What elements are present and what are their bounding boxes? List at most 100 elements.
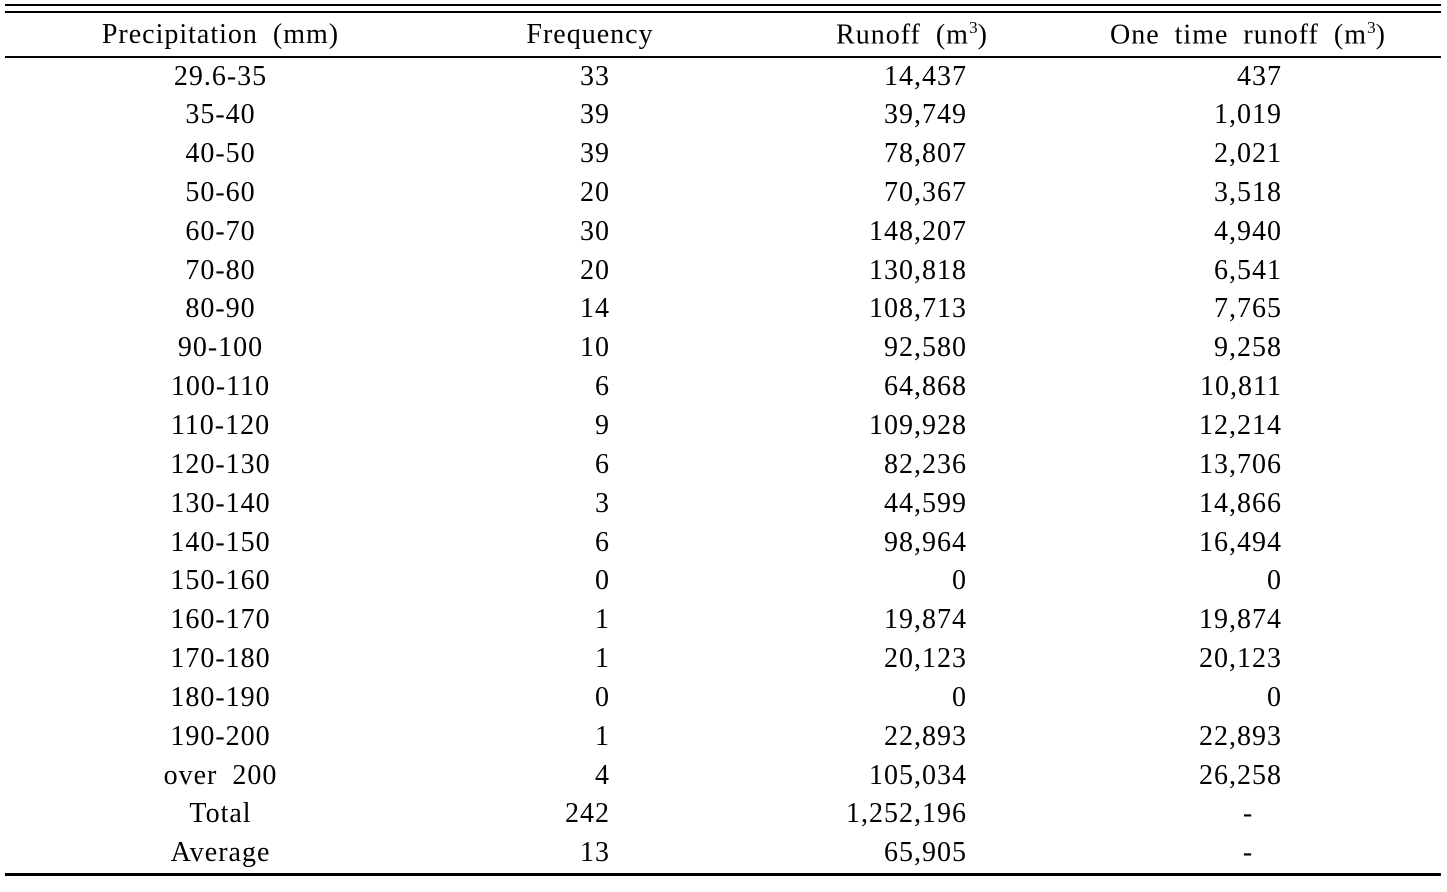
table-row: 150-160 0 0 0 bbox=[5, 562, 1441, 601]
table-row: 29.6-35 33 14,437 437 bbox=[5, 57, 1441, 96]
column-header-one-time-runoff-label: One time runoff (m bbox=[1110, 19, 1367, 51]
table-row: 90-100 10 92,580 9,258 bbox=[5, 329, 1441, 368]
table-row: 180-190 0 0 0 bbox=[5, 679, 1441, 718]
cell-runoff: 0 bbox=[952, 681, 967, 713]
cell-frequency: 6 bbox=[595, 371, 610, 403]
cell-one-time-runoff: 0 bbox=[1267, 565, 1282, 597]
cell-runoff: 39,749 bbox=[884, 99, 967, 131]
cell-one-time-runoff: 12,214 bbox=[1199, 410, 1282, 442]
cell-one-time-runoff: 9,258 bbox=[1214, 332, 1282, 364]
cell-one-time-runoff: 14,866 bbox=[1199, 487, 1282, 519]
cell-frequency: 0 bbox=[595, 565, 610, 597]
cell-precipitation: 40-50 bbox=[185, 138, 256, 170]
cell-precipitation: 100-110 bbox=[170, 371, 271, 403]
data-table: Precipitation (mm) Frequency Runoff (m3)… bbox=[5, 13, 1441, 873]
cell-frequency: 39 bbox=[580, 99, 610, 131]
cell-one-time-runoff: 19,874 bbox=[1199, 604, 1282, 636]
cell-frequency: 1 bbox=[595, 720, 610, 752]
column-header-precipitation-label: Precipitation (mm) bbox=[101, 18, 340, 50]
paper-table-sheet: Precipitation (mm) Frequency Runoff (m3)… bbox=[0, 4, 1447, 892]
table-row: 170-180 1 20,123 20,123 bbox=[5, 640, 1441, 679]
top-rule-inner bbox=[5, 11, 1441, 13]
table-row: Average 13 65,905 - bbox=[5, 834, 1441, 873]
cell-runoff: 82,236 bbox=[884, 448, 967, 480]
cell-precipitation: 190-200 bbox=[170, 720, 271, 752]
table-header: Precipitation (mm) Frequency Runoff (m3)… bbox=[5, 13, 1441, 57]
column-header-one-time-runoff-label-close: ) bbox=[1375, 19, 1386, 51]
cell-frequency: 14 bbox=[580, 293, 610, 325]
cell-runoff: 98,964 bbox=[884, 526, 967, 558]
cell-frequency: 6 bbox=[595, 526, 610, 558]
table-row: 35-40 39 39,749 1,019 bbox=[5, 96, 1441, 135]
cell-one-time-runoff: - bbox=[1242, 798, 1254, 830]
table-row: over 200 4 105,034 26,258 bbox=[5, 756, 1441, 795]
cell-runoff: 19,874 bbox=[884, 604, 967, 636]
cell-frequency: 20 bbox=[580, 254, 610, 286]
column-header-frequency: Frequency bbox=[436, 13, 744, 57]
cell-one-time-runoff: 0 bbox=[1267, 681, 1282, 713]
cell-runoff: 108,713 bbox=[869, 293, 967, 325]
cell-runoff: 64,868 bbox=[884, 371, 967, 403]
cell-runoff: 65,905 bbox=[884, 837, 967, 869]
bottom-rule bbox=[5, 872, 1441, 876]
cell-frequency: 0 bbox=[595, 681, 610, 713]
cell-one-time-runoff: 16,494 bbox=[1199, 526, 1282, 558]
cell-one-time-runoff: 13,706 bbox=[1199, 448, 1282, 480]
cell-precipitation: Average bbox=[170, 837, 271, 869]
cell-precipitation: 130-140 bbox=[170, 487, 271, 519]
cell-precipitation: 160-170 bbox=[170, 604, 271, 636]
cell-one-time-runoff: 26,258 bbox=[1199, 759, 1282, 791]
cell-precipitation: 120-130 bbox=[170, 448, 271, 480]
header-row: Precipitation (mm) Frequency Runoff (m3)… bbox=[5, 13, 1441, 57]
cell-one-time-runoff: - bbox=[1242, 837, 1254, 869]
cell-frequency: 6 bbox=[595, 448, 610, 480]
table-row: 40-50 39 78,807 2,021 bbox=[5, 135, 1441, 174]
cell-frequency: 10 bbox=[580, 332, 610, 364]
table-row: Total 242 1,252,196 - bbox=[5, 795, 1441, 834]
cell-frequency: 13 bbox=[580, 837, 610, 869]
cell-one-time-runoff: 10,811 bbox=[1200, 371, 1282, 403]
cell-runoff: 44,599 bbox=[884, 487, 967, 519]
cell-frequency: 1 bbox=[595, 604, 610, 636]
cell-runoff: 148,207 bbox=[869, 215, 967, 247]
cell-precipitation: 70-80 bbox=[185, 254, 256, 286]
cell-precipitation: 140-150 bbox=[170, 526, 271, 558]
table-row: 130-140 3 44,599 14,866 bbox=[5, 484, 1441, 523]
cell-runoff: 92,580 bbox=[884, 332, 967, 364]
cell-runoff: 20,123 bbox=[884, 643, 967, 675]
cell-precipitation: 35-40 bbox=[185, 99, 256, 131]
cell-one-time-runoff: 1,019 bbox=[1214, 99, 1282, 131]
cell-one-time-runoff: 437 bbox=[1237, 60, 1282, 92]
column-header-runoff-label-close: ) bbox=[977, 19, 988, 51]
cell-precipitation: 170-180 bbox=[170, 643, 271, 675]
cell-precipitation: 80-90 bbox=[185, 293, 256, 325]
cell-runoff: 22,893 bbox=[884, 720, 967, 752]
table-row: 100-110 6 64,868 10,811 bbox=[5, 368, 1441, 407]
cell-runoff: 130,818 bbox=[869, 254, 967, 286]
cell-precipitation: 60-70 bbox=[185, 215, 256, 247]
column-header-frequency-label: Frequency bbox=[526, 18, 654, 50]
table-row: 120-130 6 82,236 13,706 bbox=[5, 445, 1441, 484]
cell-runoff: 109,928 bbox=[869, 410, 967, 442]
runoff-unit-superscript: 3 bbox=[968, 18, 978, 38]
cell-frequency: 39 bbox=[580, 138, 610, 170]
table-row: 60-70 30 148,207 4,940 bbox=[5, 212, 1441, 251]
cell-one-time-runoff: 2,021 bbox=[1214, 138, 1282, 170]
cell-one-time-runoff: 3,518 bbox=[1214, 176, 1282, 208]
cell-precipitation: over 200 bbox=[163, 759, 278, 791]
cell-one-time-runoff: 6,541 bbox=[1214, 254, 1282, 286]
table-row: 70-80 20 130,818 6,541 bbox=[5, 251, 1441, 290]
column-header-one-time-runoff: One time runoff (m3) bbox=[1080, 13, 1441, 57]
cell-runoff: 70,367 bbox=[884, 176, 967, 208]
cell-precipitation: 180-190 bbox=[170, 681, 271, 713]
cell-runoff: 78,807 bbox=[884, 138, 967, 170]
cell-precipitation: 90-100 bbox=[177, 332, 264, 364]
cell-one-time-runoff: 7,765 bbox=[1214, 293, 1282, 325]
cell-frequency: 33 bbox=[580, 60, 610, 92]
cell-precipitation: 29.6-35 bbox=[173, 60, 268, 92]
cell-frequency: 30 bbox=[580, 215, 610, 247]
cell-frequency: 242 bbox=[565, 798, 610, 830]
cell-frequency: 1 bbox=[595, 643, 610, 675]
cell-frequency: 20 bbox=[580, 176, 610, 208]
cell-frequency: 3 bbox=[595, 487, 610, 519]
